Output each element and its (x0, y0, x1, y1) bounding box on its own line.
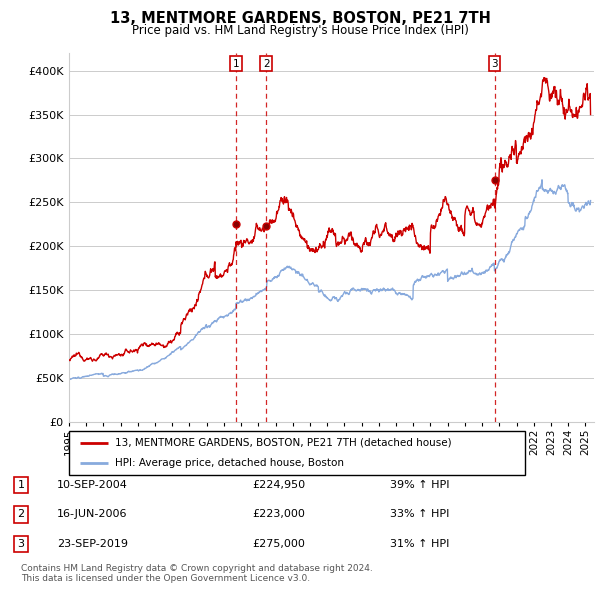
Text: Contains HM Land Registry data © Crown copyright and database right 2024.
This d: Contains HM Land Registry data © Crown c… (21, 563, 373, 583)
Text: £224,950: £224,950 (252, 480, 305, 490)
Text: 2: 2 (17, 510, 25, 519)
Text: 33% ↑ HPI: 33% ↑ HPI (390, 510, 449, 519)
Text: 13, MENTMORE GARDENS, BOSTON, PE21 7TH: 13, MENTMORE GARDENS, BOSTON, PE21 7TH (110, 11, 490, 25)
Text: 3: 3 (17, 539, 25, 549)
Text: 10-SEP-2004: 10-SEP-2004 (57, 480, 128, 490)
Text: Price paid vs. HM Land Registry's House Price Index (HPI): Price paid vs. HM Land Registry's House … (131, 24, 469, 37)
Text: 39% ↑ HPI: 39% ↑ HPI (390, 480, 449, 490)
Text: 1: 1 (233, 58, 239, 68)
Text: £275,000: £275,000 (252, 539, 305, 549)
Text: HPI: Average price, detached house, Boston: HPI: Average price, detached house, Bost… (115, 458, 344, 468)
Text: 13, MENTMORE GARDENS, BOSTON, PE21 7TH (detached house): 13, MENTMORE GARDENS, BOSTON, PE21 7TH (… (115, 438, 451, 448)
Text: 2: 2 (263, 58, 269, 68)
Text: 3: 3 (491, 58, 498, 68)
Text: 23-SEP-2019: 23-SEP-2019 (57, 539, 128, 549)
Text: 16-JUN-2006: 16-JUN-2006 (57, 510, 128, 519)
Text: 31% ↑ HPI: 31% ↑ HPI (390, 539, 449, 549)
Text: £223,000: £223,000 (252, 510, 305, 519)
Text: 1: 1 (17, 480, 25, 490)
